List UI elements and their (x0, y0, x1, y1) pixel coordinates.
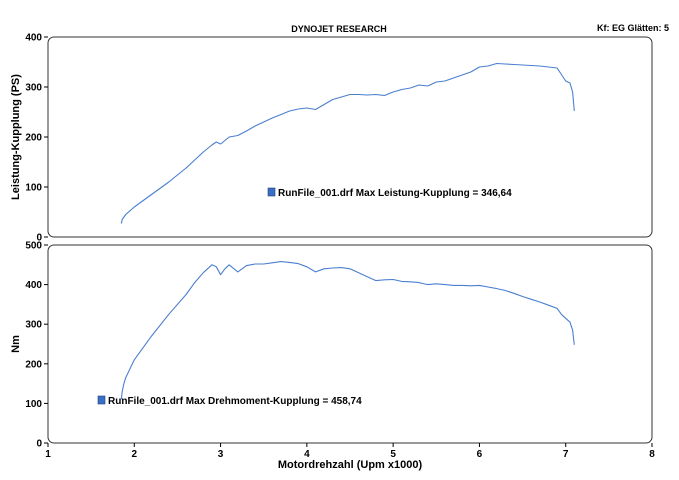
chart-settings: Kf: EG Glätten: 5 (597, 23, 669, 33)
x-tick-label: 8 (649, 449, 655, 460)
y-tick-label: 400 (25, 280, 42, 291)
plot-frame (47, 36, 653, 238)
legend-label: RunFile_001.drf Max Drehmoment-Kupplung … (108, 396, 362, 407)
chart-title: DYNOJET RESEARCH (291, 24, 387, 34)
y-tick-label: 300 (25, 320, 42, 331)
legend-swatch (97, 395, 106, 405)
y-tick-label: 0 (36, 233, 42, 244)
x-tick-label: 4 (304, 449, 310, 460)
y-tick-label: 100 (25, 399, 42, 410)
y-tick-label: 0 (36, 439, 42, 450)
y-tick-label: 400 (25, 33, 42, 44)
x-axis-label: Motordrehzahl (Upm x1000) (278, 459, 423, 471)
y-axis-label: Leistung-Kupplung (PS) (10, 74, 22, 200)
legend-label: RunFile_001.drf Max Leistung-Kupplung = … (278, 188, 512, 199)
y-tick-label: 500 (25, 241, 42, 252)
series-line (120, 261, 575, 400)
x-tick-label: 5 (390, 449, 396, 460)
x-tick-label: 1 (45, 449, 51, 460)
plot-frame (47, 244, 653, 444)
power-panel: 0 100 200 300 400 Leistung-Kupplung (PS) RunFi… (10, 33, 653, 244)
x-tick-label: 2 (132, 449, 138, 460)
x-tick-label: 7 (563, 449, 569, 460)
torque-panel: 0 100 200 300 400 500 1 2 3 4 5 6 7 8 Nm Motordrehzahl … (10, 241, 655, 472)
series-line (120, 62, 575, 224)
y-tick-label: 200 (25, 359, 42, 370)
y-tick-label: 300 (25, 83, 42, 94)
x-tick-label: 6 (477, 449, 483, 460)
y-axis-label: Nm (10, 335, 22, 353)
legend-swatch (267, 187, 276, 197)
y-tick-label: 200 (25, 133, 42, 144)
y-tick-label: 100 (25, 183, 42, 194)
x-tick-label: 3 (218, 449, 224, 460)
